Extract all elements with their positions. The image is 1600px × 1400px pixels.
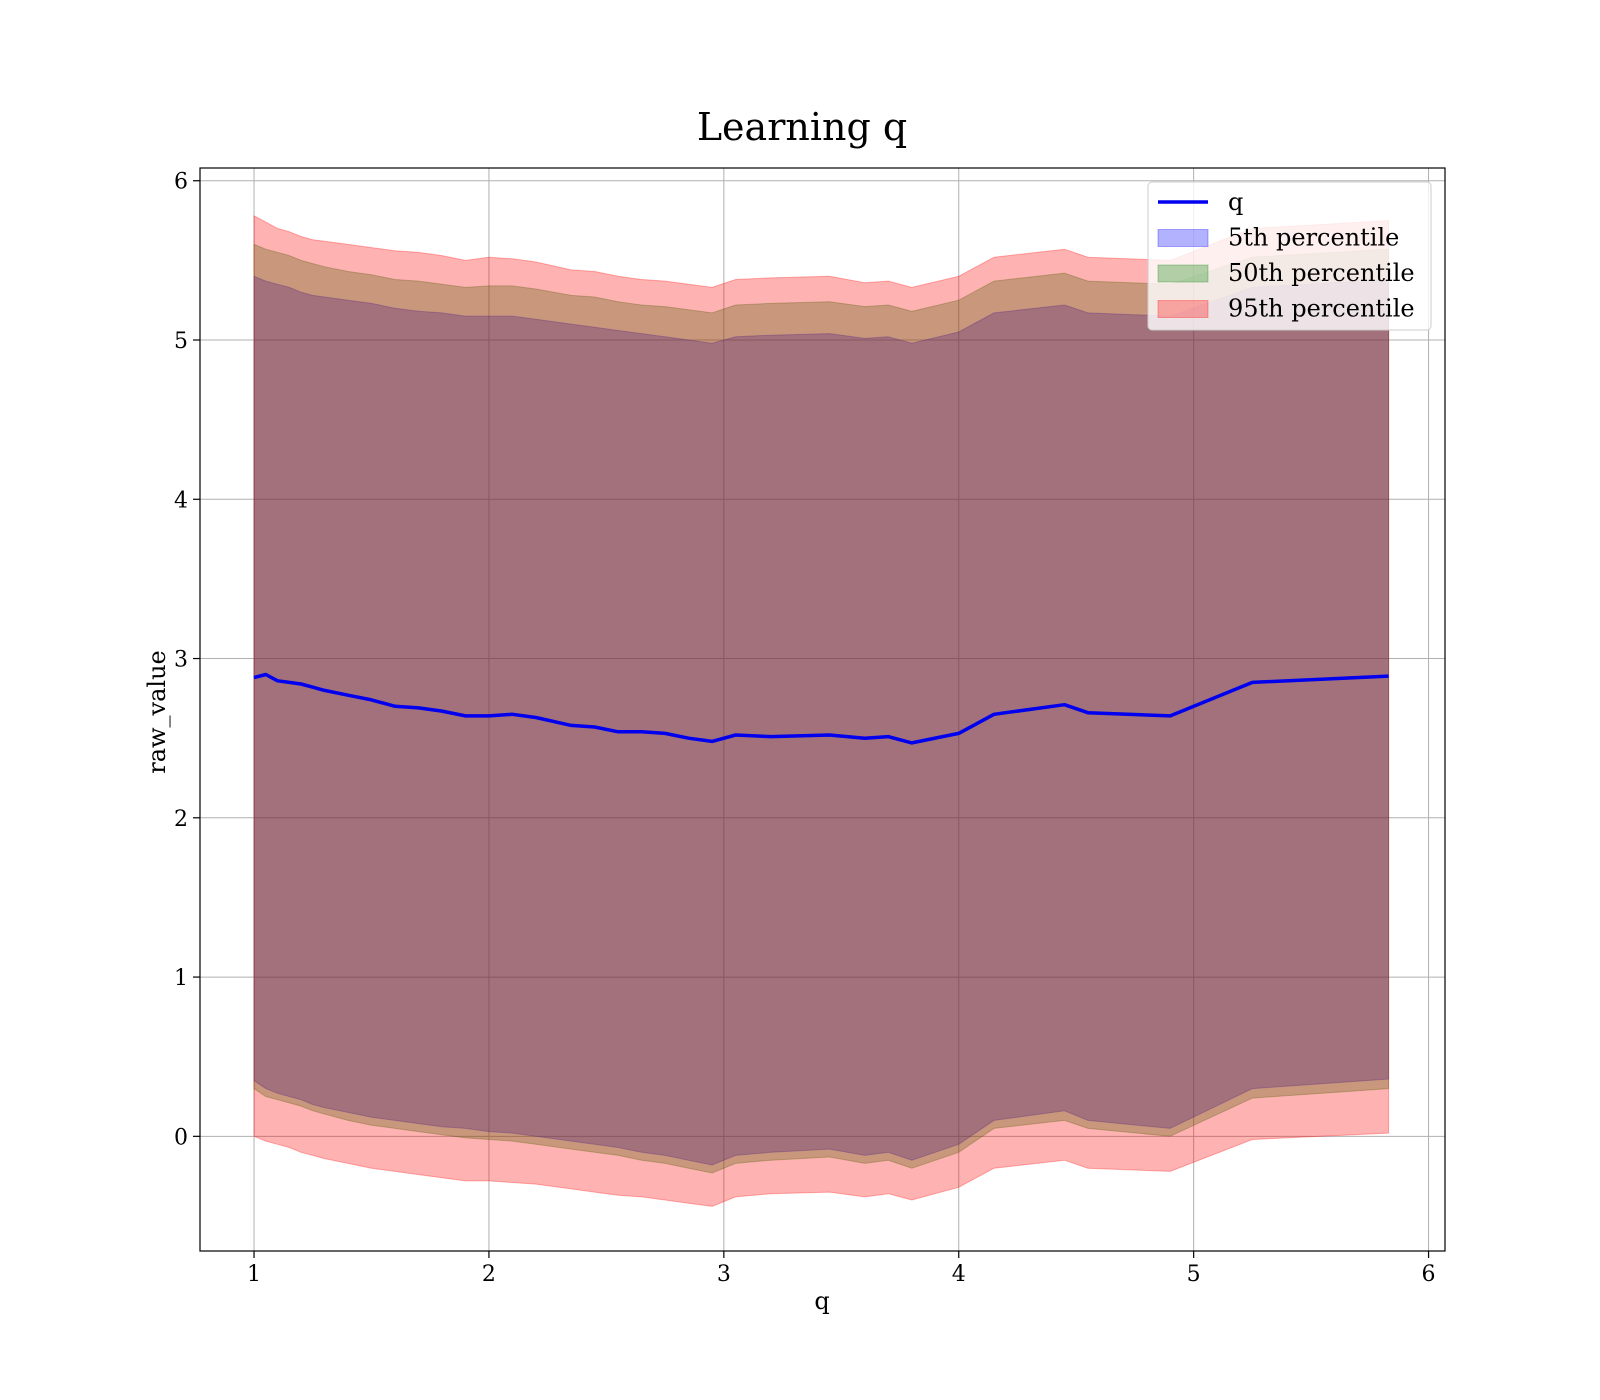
x-tick-label: 4 xyxy=(952,1262,966,1287)
legend-box xyxy=(1147,181,1432,331)
legend-band-swatch xyxy=(1157,300,1209,318)
5th-percentile-band xyxy=(253,275,1390,1166)
legend-label: 95th percentile xyxy=(1228,295,1415,323)
x-tick-label: 6 xyxy=(1422,1262,1436,1287)
y-tick-label: 3 xyxy=(174,648,188,673)
x-tick-label: 1 xyxy=(247,1262,261,1287)
q-line xyxy=(253,672,1389,745)
50th-percentile-band xyxy=(253,243,1390,1174)
x-tick-label: 5 xyxy=(1187,1262,1201,1287)
legend-band-swatch xyxy=(1157,264,1209,283)
y-tick-label: 0 xyxy=(174,1125,188,1150)
legend: q 5th percentile 50th percentile 95th perce… xyxy=(1147,181,1432,331)
y-tick-label: 4 xyxy=(174,488,188,513)
plot-frame xyxy=(199,167,1446,1252)
y-axis-label: raw_value xyxy=(143,650,171,774)
legend-label: q xyxy=(1228,188,1243,216)
y-tick-label: 2 xyxy=(174,807,188,832)
chart-title: Learning q xyxy=(697,105,907,149)
line-series xyxy=(253,672,1389,745)
grid xyxy=(200,168,1445,1251)
y-tick-label: 6 xyxy=(174,170,188,195)
legend-band-swatch xyxy=(1157,229,1209,247)
axis-ticks: 1 2 3 4 5 6 0 1 2 3 4 5 6 xyxy=(174,170,1436,1287)
x-tick-label: 3 xyxy=(717,1262,731,1287)
x-axis-label: q xyxy=(814,1287,829,1315)
95th-percentile-band xyxy=(253,214,1390,1207)
legend-label: 50th percentile xyxy=(1228,259,1415,287)
y-tick-label: 1 xyxy=(174,966,188,991)
y-tick-label: 5 xyxy=(174,329,188,354)
legend-label: 5th percentile xyxy=(1228,224,1399,252)
percentile-bands xyxy=(253,214,1390,1207)
x-tick-label: 2 xyxy=(482,1262,496,1287)
